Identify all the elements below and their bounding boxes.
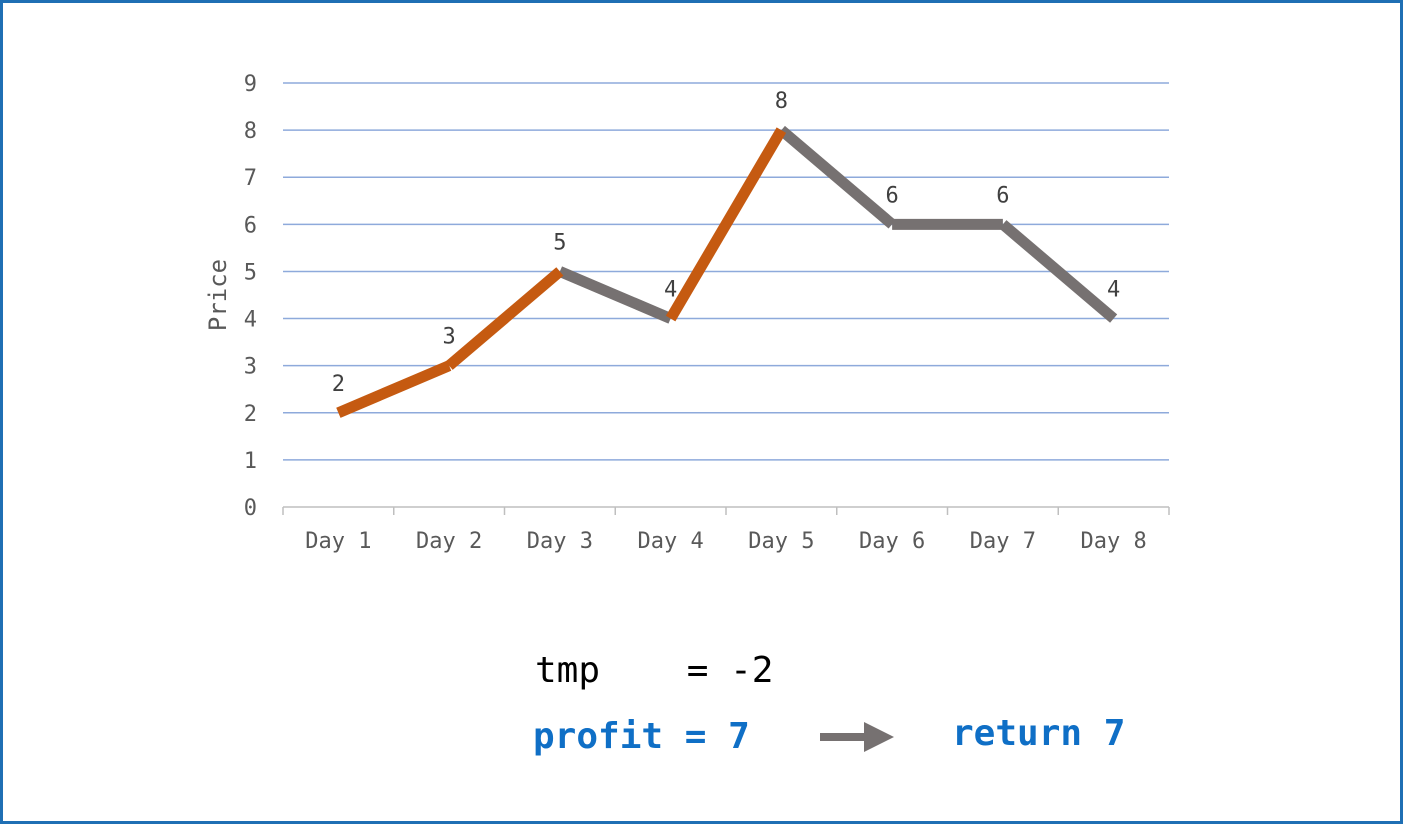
y-tick-label: 7	[244, 166, 257, 191]
data-label: 6	[996, 183, 1009, 208]
y-tick-label: 3	[244, 355, 257, 380]
x-tick-label: Day 5	[748, 529, 814, 554]
y-tick-label: 1	[244, 449, 257, 474]
x-tick-label: Day 1	[305, 529, 371, 554]
x-tick-label: Day 2	[416, 529, 482, 554]
y-tick-label: 2	[244, 402, 257, 427]
y-tick-label: 9	[244, 72, 257, 97]
x-tick-label: Day 3	[527, 529, 593, 554]
highlighted-line-segment	[665, 127, 787, 322]
line-segment	[557, 266, 673, 324]
x-tick-label: Day 4	[638, 529, 704, 554]
y-tick-label: 0	[244, 496, 257, 521]
highlighted-line-segment	[336, 360, 452, 418]
y-axis-label: Price	[204, 259, 232, 331]
data-label: 6	[886, 183, 899, 208]
line-segment	[777, 125, 896, 229]
highlighted-line-segment	[445, 267, 564, 370]
data-label: 2	[332, 372, 345, 397]
return-text: return 7	[952, 713, 1126, 754]
y-tick-label: 4	[244, 308, 257, 333]
x-tick-label: Day 8	[1081, 529, 1147, 554]
data-label: 4	[664, 278, 677, 303]
x-tick-label: Day 7	[970, 529, 1036, 554]
data-label: 3	[443, 325, 456, 350]
data-label: 4	[1107, 278, 1120, 303]
line-segment	[999, 220, 1118, 323]
y-tick-label: 8	[244, 119, 257, 144]
data-label: 5	[553, 230, 566, 255]
y-tick-label: 6	[244, 213, 257, 238]
y-tick-label: 5	[244, 260, 257, 285]
right-arrow-icon	[820, 722, 894, 752]
profit-text: profit = 7	[533, 716, 750, 757]
tmp-text: tmp = -2	[535, 650, 774, 691]
x-tick-label: Day 6	[859, 529, 925, 554]
data-label: 8	[775, 89, 788, 114]
